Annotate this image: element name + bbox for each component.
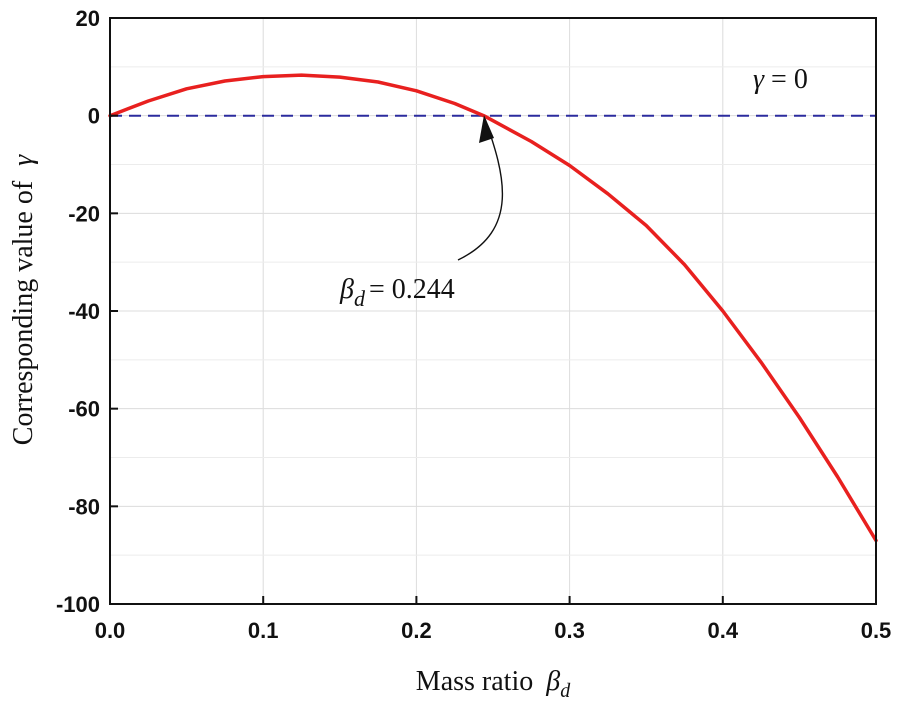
x-tick-label: 0.0 [95,618,126,643]
x-tick-label: 0.3 [554,618,585,643]
y-tick-label: 0 [88,104,100,129]
root-label: βd = 0.244 [339,274,455,311]
x-tick-label: 0.5 [861,618,892,643]
series-line-gamma [108,73,878,543]
root-arrow [457,118,503,261]
y-tick-label: -60 [68,397,100,422]
y-tick-label: -80 [68,494,100,519]
tick-labels: 0.0 0.1 0.2 0.3 0.4 0.5 20 0 -20 -40 -60 -80 -100 [56,6,891,643]
y-axis-title: Corresponding value of γ [8,154,39,445]
y-tick-label: -100 [56,592,100,617]
zero-line-label: γ = 0 [753,64,808,95]
x-tick-label: 0.2 [401,618,432,643]
y-tick-label: 20 [76,6,100,31]
series-layer [108,73,878,543]
root-arrowhead [479,115,494,143]
x-tick-label: 0.4 [708,618,739,643]
ticks [109,17,877,605]
y-tick-label: -20 [68,201,100,226]
grid [109,17,877,605]
x-axis-title: Mass ratio βd [416,666,571,702]
y-tick-label: -40 [68,299,100,324]
x-tick-label: 0.1 [248,618,279,643]
